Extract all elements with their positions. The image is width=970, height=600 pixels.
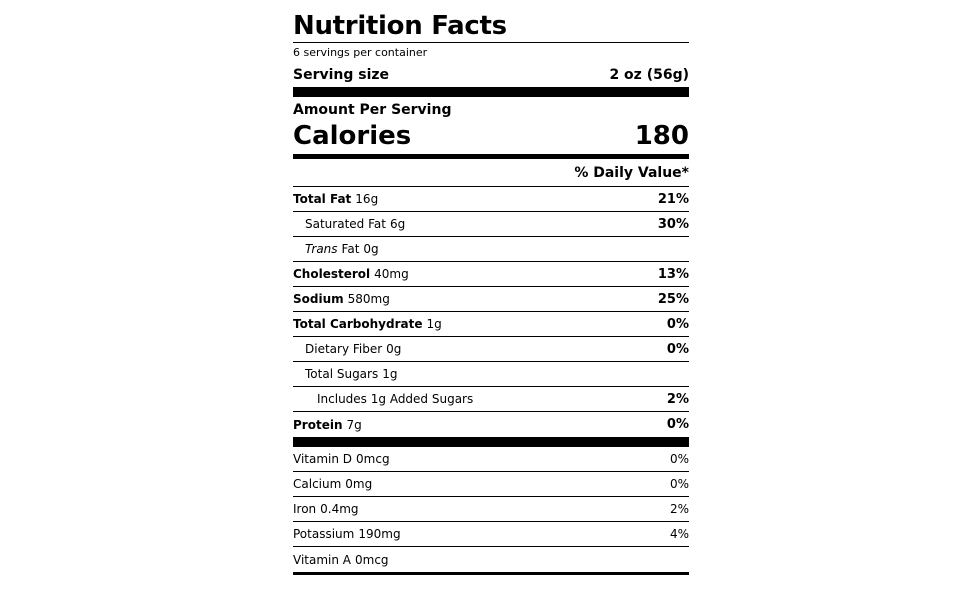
vitamin-name: Vitamin A xyxy=(293,552,351,567)
vitamin-dv: 2% xyxy=(669,502,689,516)
title: Nutrition Facts xyxy=(293,10,689,43)
nutrient-row: Sodium 580mg 25% xyxy=(293,287,689,312)
nutrient-dv: 21% xyxy=(657,191,689,207)
nutrient-amount: 16g xyxy=(355,192,379,206)
vitamin-row: Iron 0.4mg 2% xyxy=(293,497,689,522)
nutrient-dv: 0% xyxy=(666,417,689,432)
nutrient-row: Total Fat 16g 21% xyxy=(293,187,689,212)
vitamin-amount: 190mg xyxy=(358,527,401,541)
nutrient-name: Protein xyxy=(293,417,343,432)
nutrient-name: Fat xyxy=(341,242,360,256)
nutrient-amount: 6g xyxy=(389,217,406,231)
nutrient-amount: 1g xyxy=(382,367,398,381)
serving-size-value: 2 oz (56g) xyxy=(609,66,689,83)
nutrient-row: Total Carbohydrate 1g 0% xyxy=(293,312,689,337)
nutrient-row: Includes 1g Added Sugars 2% xyxy=(293,387,689,412)
amount-per-serving: Amount Per Serving xyxy=(293,100,689,119)
serving-size: Serving size 2 oz (56g) xyxy=(293,62,689,87)
nutrient-row: Protein 7g 0% xyxy=(293,412,689,437)
nutrient-name: Saturated Fat xyxy=(305,217,386,231)
nutrient-amount: 1g xyxy=(426,317,442,331)
medium-rule xyxy=(293,154,689,159)
servings-text: 6 servings per container xyxy=(293,46,428,59)
nutrient-name: Total Carbohydrate xyxy=(293,317,423,331)
nutrient-name: Includes 1g Added Sugars xyxy=(317,392,474,406)
thick-rule xyxy=(293,87,689,97)
vitamin-dv: 0% xyxy=(669,477,689,491)
title-text: Nutrition Facts xyxy=(293,11,507,41)
nutrient-name: Dietary Fiber xyxy=(305,342,383,356)
vitamin-row: Calcium 0mg 0% xyxy=(293,472,689,497)
calories-label: Calories xyxy=(293,121,412,151)
amount-label: Amount Per Serving xyxy=(293,101,452,118)
nutrient-amount: 40mg xyxy=(374,267,409,281)
vitamin-dv: 0% xyxy=(669,452,689,466)
nutrition-label: Nutrition Facts 6 servings per container… xyxy=(293,10,689,575)
vitamin-name: Potassium xyxy=(293,527,355,541)
nutrient-row: Saturated Fat 6g 30% xyxy=(293,212,689,237)
nutrient-amount: 7g xyxy=(346,417,362,432)
vitamin-amount: 0mcg xyxy=(355,552,389,567)
nutrient-row: Total Sugars 1g xyxy=(293,362,689,387)
nutrient-dv: 30% xyxy=(657,216,689,232)
servings: 6 servings per container xyxy=(293,43,689,62)
nutrient-name: Sodium xyxy=(293,292,344,306)
nutrient-name-prefix: Trans xyxy=(305,242,338,256)
vitamin-name: Calcium xyxy=(293,477,342,491)
nutrient-amount: 580mg xyxy=(347,292,390,306)
nutrient-row: Cholesterol 40mg 13% xyxy=(293,262,689,287)
vitamin-name: Iron xyxy=(293,502,317,516)
nutrient-dv: 0% xyxy=(666,341,689,357)
nutrient-dv: 25% xyxy=(657,291,689,307)
nutrient-dv: 0% xyxy=(666,316,689,332)
vitamin-row: Potassium 190mg 4% xyxy=(293,522,689,547)
vitamin-name: Vitamin D xyxy=(293,452,353,466)
vitamin-dv: 4% xyxy=(669,527,689,541)
daily-value-header: % Daily Value* xyxy=(293,159,689,187)
serving-size-label: Serving size xyxy=(293,66,390,83)
nutrient-row: Dietary Fiber 0g 0% xyxy=(293,337,689,362)
vitamin-row: Vitamin A 0mcg xyxy=(293,547,689,572)
nutrient-row: Trans Fat 0g xyxy=(293,237,689,262)
daily-value-header-text: % Daily Value* xyxy=(574,164,689,181)
nutrient-name: Total Sugars xyxy=(305,367,379,381)
nutrient-amount: 0g xyxy=(363,242,379,256)
nutrient-dv: 13% xyxy=(657,266,689,282)
thick-rule xyxy=(293,437,689,447)
bottom-rule xyxy=(293,572,689,575)
calories: Calories 180 xyxy=(293,119,689,153)
nutrient-name: Total Fat xyxy=(293,192,352,206)
nutrient-dv: 2% xyxy=(666,391,689,407)
nutrient-name: Cholesterol xyxy=(293,267,371,281)
vitamin-row: Vitamin D 0mcg 0% xyxy=(293,447,689,472)
nutrient-amount: 0g xyxy=(386,342,402,356)
calories-value: 180 xyxy=(634,121,689,151)
vitamin-amount: 0mcg xyxy=(356,452,390,466)
vitamin-amount: 0mg xyxy=(345,477,373,491)
vitamin-amount: 0.4mg xyxy=(320,502,359,516)
